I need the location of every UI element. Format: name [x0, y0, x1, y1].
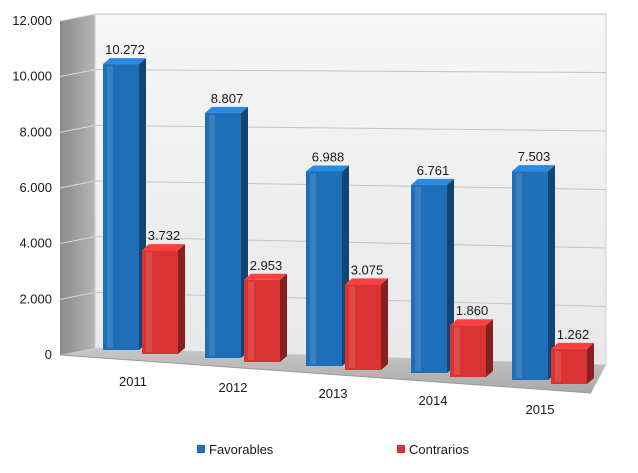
chart-floor [60, 348, 606, 393]
legend: Favorables Contrarios [197, 442, 469, 457]
bar-side [381, 278, 388, 370]
y-tick-label: 8.000 [19, 124, 52, 139]
data-label: 3.732 [148, 228, 181, 243]
bars: 10.272 3.732 8.807 2.953 6.988 3.075 6.761 1.86… [103, 42, 594, 384]
bar-side [178, 244, 185, 354]
bar-front [205, 112, 241, 359]
legend-item-favorables: Favorables [197, 442, 274, 457]
data-label: 1.262 [557, 327, 590, 342]
bar-front [411, 184, 447, 373]
bar-top [551, 342, 594, 349]
data-label: 6.761 [417, 163, 450, 178]
bar-highlight [516, 173, 522, 378]
bar-front [512, 171, 548, 380]
x-tick-label: 2012 [219, 380, 248, 395]
side-gridline [59, 236, 96, 245]
bar-favorables-2011 [103, 58, 146, 350]
x-tick-label: 2013 [319, 386, 348, 401]
bar-contrarios-2014 [450, 319, 493, 377]
data-label: 2.953 [250, 258, 283, 273]
y-tick-label: 2.000 [19, 291, 52, 306]
floor-front-edge [59, 354, 592, 394]
legend-item-contrarios: Contrarios [397, 442, 469, 457]
data-label: 3.075 [351, 262, 384, 277]
bar-top [450, 319, 493, 326]
bar-contrarios-2013 [345, 278, 388, 370]
data-label: 8.807 [211, 91, 244, 106]
bar-highlight [107, 66, 113, 348]
x-tick-label: 2014 [419, 393, 448, 408]
y-tick-label: 6.000 [19, 180, 52, 195]
x-axis: 2011 2012 2013 2014 2015 [119, 374, 554, 417]
bar-side [548, 165, 555, 380]
y-tick-label: 0 [45, 347, 52, 362]
legend-swatch-favorables [197, 445, 205, 453]
bar-highlight [310, 173, 316, 364]
bar-front [142, 250, 178, 354]
bar-contrarios-2012 [244, 273, 287, 362]
bar-highlight [349, 286, 355, 368]
bar-top [512, 165, 555, 172]
bar-top [411, 178, 454, 185]
gridline [94, 69, 607, 73]
bar-side [280, 273, 287, 362]
bar-favorables-2012 [205, 106, 248, 359]
bar-favorables-2013 [306, 165, 349, 366]
data-label: 7.503 [518, 149, 551, 164]
bar-highlight [415, 186, 421, 371]
bar-top [306, 165, 349, 172]
bar-highlight [555, 350, 561, 382]
bar-highlight [209, 114, 215, 357]
data-label: 1.860 [456, 303, 489, 318]
y-axis: 0 2.000 4.000 6.000 8.000 10.000 12.000 [12, 13, 52, 362]
side-gridline [59, 13, 96, 22]
y-tick-label: 4.000 [19, 236, 52, 251]
bar-contrarios-2011 [142, 244, 185, 354]
bar-front [450, 325, 486, 377]
bar-contrarios-2015 [551, 342, 594, 384]
side-gridline [59, 69, 96, 78]
gridline [94, 124, 607, 132]
x-tick-label: 2015 [526, 402, 555, 417]
bar-top [244, 273, 287, 280]
side-gridline [59, 124, 96, 133]
side-gridline [59, 291, 96, 300]
bar-highlight [248, 281, 254, 360]
bar-front [306, 171, 342, 366]
data-label: 6.988 [312, 150, 345, 165]
bar-front [244, 279, 280, 362]
bar-top [103, 58, 146, 65]
legend-label-contrarios: Contrarios [409, 442, 469, 457]
legend-label-favorables: Favorables [209, 442, 274, 457]
bar-side [486, 319, 493, 377]
bar-front [103, 64, 139, 350]
bar-favorables-2015 [512, 165, 555, 380]
bar-top [205, 106, 248, 113]
data-label: 10.272 [105, 42, 145, 57]
bar-front [551, 348, 587, 384]
side-gridline [59, 180, 96, 189]
y-tick-label: 10.000 [12, 69, 52, 84]
bar-side [587, 342, 594, 384]
bar-highlight [146, 252, 152, 352]
x-tick-label: 2011 [119, 374, 147, 389]
bar-top [142, 244, 185, 251]
legend-swatch-contrarios [397, 445, 405, 453]
bar-highlight [454, 327, 460, 375]
y-tick-label: 12.000 [12, 13, 52, 28]
bar-top [345, 278, 388, 285]
bar-front [345, 284, 381, 370]
bar-favorables-2014 [411, 178, 454, 373]
